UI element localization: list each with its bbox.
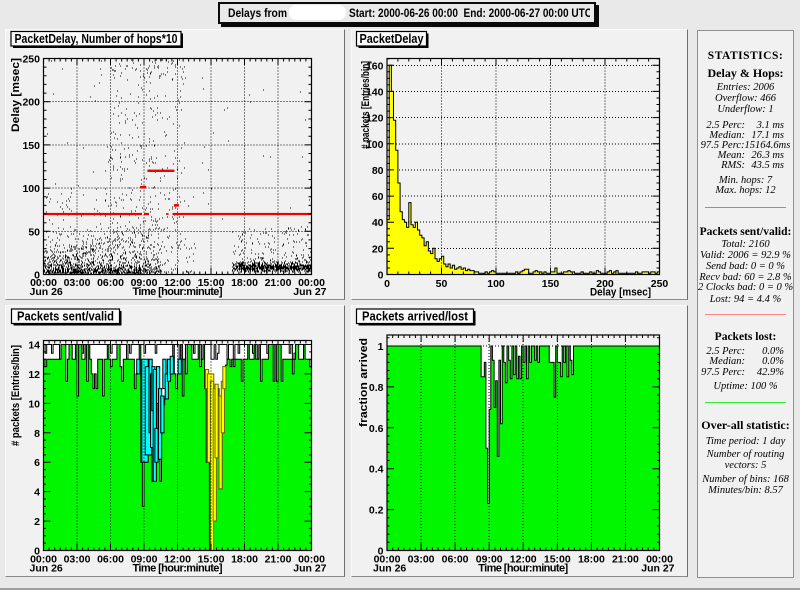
svg-text:09:00: 09:00 — [131, 277, 158, 289]
svg-text:00:00: 00:00 — [30, 277, 57, 289]
svg-text:PacketDelay, Number of hops*10: PacketDelay, Number of hops*10 — [15, 32, 178, 46]
svg-text:21:00: 21:00 — [265, 277, 292, 289]
svg-text:12: 12 — [28, 369, 40, 381]
svg-text:Jun 27: Jun 27 — [641, 563, 674, 575]
svg-text:12:00: 12:00 — [164, 277, 191, 289]
svg-text:120: 120 — [366, 113, 384, 125]
svg-text:Delays from: Delays from — [228, 6, 287, 20]
svg-text:6: 6 — [34, 457, 40, 469]
svg-text:Delay [msec]: Delay [msec] — [590, 287, 651, 299]
svg-text:60: 60 — [372, 191, 384, 203]
svg-text:06:00: 06:00 — [97, 277, 124, 289]
svg-text:0.2: 0.2 — [369, 505, 384, 517]
svg-text:100: 100 — [366, 139, 384, 151]
svg-text:0: 0 — [34, 546, 40, 558]
svg-text:80: 80 — [372, 165, 384, 177]
svg-text:Delay [msec]: Delay [msec] — [10, 58, 22, 132]
svg-text:# packets [Entries/bin]: # packets [Entries/bin] — [360, 61, 372, 149]
svg-text:18:00: 18:00 — [231, 554, 258, 566]
svg-text:03:00: 03:00 — [408, 554, 435, 566]
svg-text:09:00: 09:00 — [476, 554, 503, 566]
svg-text:2: 2 — [34, 516, 40, 528]
svg-text:0.6: 0.6 — [369, 423, 384, 435]
svg-text:20: 20 — [372, 243, 384, 255]
svg-text:Jun 26: Jun 26 — [30, 563, 63, 575]
svg-text:Jun 26: Jun 26 — [373, 563, 406, 575]
svg-text:03:00: 03:00 — [64, 277, 91, 289]
svg-text:15:00: 15:00 — [544, 554, 571, 566]
svg-text:Time [hour:minute]: Time [hour:minute] — [133, 563, 223, 575]
svg-text:100: 100 — [22, 183, 40, 195]
svg-text:# packets [Entries/bin]: # packets [Entries/bin] — [10, 345, 22, 446]
svg-text:0: 0 — [384, 278, 390, 290]
svg-text:50: 50 — [28, 226, 40, 238]
svg-text:00:00: 00:00 — [30, 554, 57, 566]
svg-text:100: 100 — [487, 278, 505, 290]
svg-text:PacketDelay: PacketDelay — [360, 32, 424, 46]
svg-text:09:00: 09:00 — [131, 554, 158, 566]
svg-text:250: 250 — [651, 278, 669, 290]
svg-text:12:00: 12:00 — [510, 554, 537, 566]
svg-text:15:00: 15:00 — [198, 554, 225, 566]
svg-text:Time [hour:minute]: Time [hour:minute] — [133, 286, 223, 298]
svg-text:250: 250 — [22, 54, 40, 66]
svg-text:Packets arrived/lost: Packets arrived/lost — [362, 309, 469, 323]
svg-text:06:00: 06:00 — [97, 554, 124, 566]
svg-text:18:00: 18:00 — [578, 554, 605, 566]
svg-text:03:00: 03:00 — [64, 554, 91, 566]
svg-text:21:00: 21:00 — [265, 554, 292, 566]
svg-text:0: 0 — [378, 546, 384, 558]
svg-text:Packets sent/valid: Packets sent/valid — [17, 309, 114, 323]
svg-text:8: 8 — [34, 428, 40, 440]
svg-text:Jun 27: Jun 27 — [293, 286, 326, 298]
svg-text:50: 50 — [436, 278, 448, 290]
svg-text:40: 40 — [372, 217, 384, 229]
svg-text:00:00: 00:00 — [374, 554, 401, 566]
svg-text:15:00: 15:00 — [198, 277, 225, 289]
svg-text:140: 140 — [366, 86, 384, 98]
svg-text:150: 150 — [542, 278, 560, 290]
svg-text:00:00: 00:00 — [298, 277, 325, 289]
svg-text:12:00: 12:00 — [164, 554, 191, 566]
svg-text:21:00: 21:00 — [612, 554, 639, 566]
svg-text:1: 1 — [378, 341, 384, 353]
svg-text:200: 200 — [596, 278, 614, 290]
svg-text:18:00: 18:00 — [231, 277, 258, 289]
svg-text:200: 200 — [22, 97, 40, 109]
svg-text:14: 14 — [28, 340, 40, 352]
svg-text:fraction arrived: fraction arrived — [358, 338, 370, 427]
svg-text:Jun 26: Jun 26 — [30, 286, 63, 298]
svg-text:0.8: 0.8 — [369, 382, 384, 394]
svg-text:06:00: 06:00 — [442, 554, 469, 566]
svg-text:150: 150 — [22, 140, 40, 152]
svg-text:Jun 27: Jun 27 — [293, 563, 326, 575]
svg-text:0.4: 0.4 — [369, 464, 384, 476]
svg-text:10: 10 — [28, 398, 40, 410]
svg-text:160: 160 — [366, 60, 384, 72]
svg-text:00:00: 00:00 — [298, 554, 325, 566]
svg-text:0: 0 — [34, 270, 40, 282]
svg-text:Time [hour:minute]: Time [hour:minute] — [478, 563, 568, 575]
svg-text:Start: 2000-06-26 00:00 End:: Start: 2000-06-26 00:00 End: 2000-06-27 … — [349, 6, 590, 20]
svg-text:00:00: 00:00 — [646, 554, 673, 566]
svg-text:0: 0 — [378, 270, 384, 282]
svg-text:4: 4 — [34, 487, 40, 499]
